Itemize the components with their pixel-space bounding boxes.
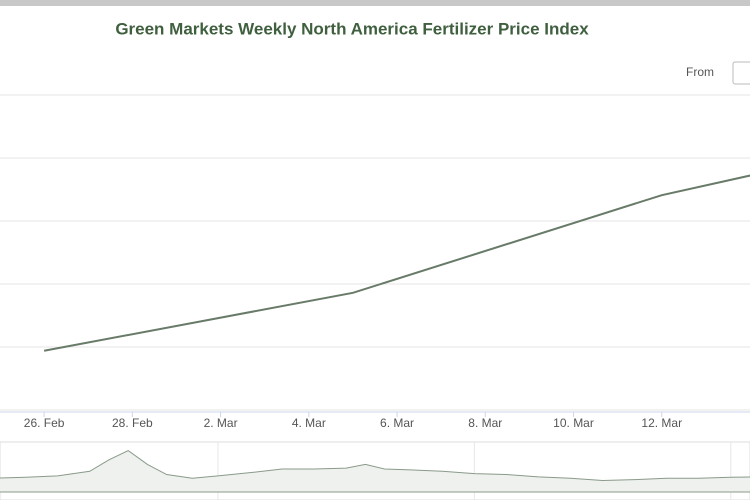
range-label: From bbox=[686, 65, 714, 79]
date-input[interactable] bbox=[732, 61, 750, 85]
x-tick-label: 28. Feb bbox=[112, 416, 153, 430]
x-tick-label: 4. Mar bbox=[292, 416, 326, 430]
chart-title: Green Markets Weekly North America Ferti… bbox=[115, 19, 589, 38]
x-tick-label: 6. Mar bbox=[380, 416, 414, 430]
x-tick-label: 10. Mar bbox=[553, 416, 594, 430]
x-tick-label: 8. Mar bbox=[468, 416, 502, 430]
data-area bbox=[0, 450, 750, 493]
x-tick-label: 2. Mar bbox=[204, 416, 238, 430]
x-tick-label: 12. Mar bbox=[641, 416, 682, 430]
data-line bbox=[43, 174, 750, 352]
x-tick-label: 26. Feb bbox=[24, 416, 65, 430]
top-border bbox=[0, 0, 750, 6]
